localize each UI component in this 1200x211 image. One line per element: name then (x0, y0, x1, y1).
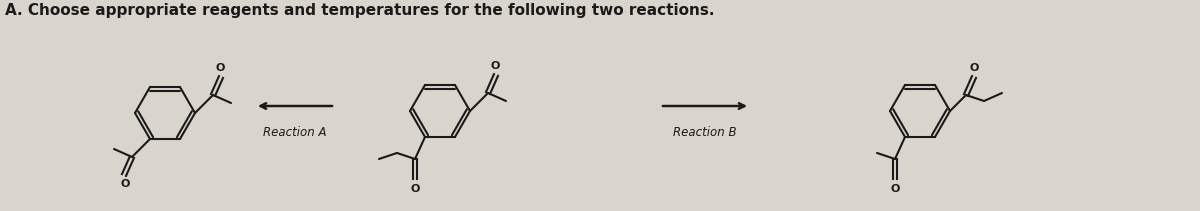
Text: Reaction A: Reaction A (263, 126, 326, 139)
Text: O: O (215, 63, 224, 73)
Text: O: O (970, 63, 979, 73)
Text: O: O (491, 61, 499, 71)
Text: O: O (410, 184, 420, 194)
Text: O: O (120, 179, 130, 189)
Text: O: O (890, 184, 900, 194)
Text: Reaction B: Reaction B (673, 126, 737, 139)
Text: A. Choose appropriate reagents and temperatures for the following two reactions.: A. Choose appropriate reagents and tempe… (5, 3, 714, 18)
